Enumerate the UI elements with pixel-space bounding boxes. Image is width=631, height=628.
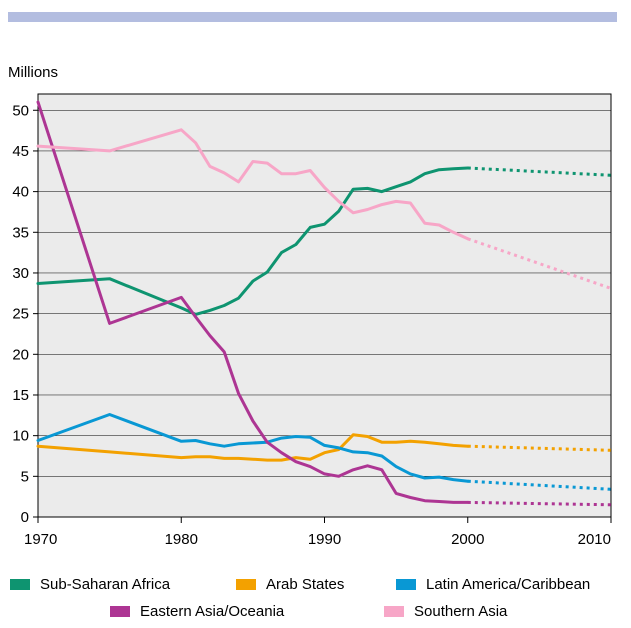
series-line-latin-america-caribbean [36,413,470,483]
legend-label: Sub-Saharan Africa [40,576,171,593]
x-tick-label: 1990 [308,531,341,548]
legend-label: Eastern Asia/Oceania [140,603,285,620]
y-tick-label: 15 [12,387,29,404]
legend-swatch [110,606,130,617]
y-tick-label: 30 [12,265,29,282]
legend-swatch [236,579,256,590]
legend-swatch [384,606,404,617]
series-projection-eastern-asia-oceania [467,500,612,507]
legend-item-sub-saharan-africa: Sub-Saharan Africa [10,576,170,593]
x-tick-label: 2010 [578,531,611,548]
y-tick-label: 20 [12,346,29,363]
y-tick-label: 40 [12,184,29,201]
series-projection-latin-america-caribbean [467,479,612,491]
x-tick-label: 1970 [24,531,57,548]
y-tick-label: 50 [12,102,29,119]
legend-swatch [396,579,416,590]
y-tick-label: 25 [12,306,29,323]
legend-label: Latin America/Caribbean [426,576,591,593]
y-tick-label: 10 [12,428,29,445]
series-line-arab-states [36,433,470,462]
series-line-sub-saharan-africa [36,166,470,316]
legend-swatch [10,579,30,590]
legend-item-latin-america-caribbean: Latin America/Caribbean [396,576,590,593]
y-tick-label: 0 [21,509,29,526]
x-tick-label: 1980 [165,531,198,548]
y-tick-label: 45 [12,143,29,160]
x-tick-label: 2000 [451,531,484,548]
legend-item-southern-asia: Southern Asia [384,603,507,620]
y-tick-label: 35 [12,224,29,241]
legend-item-arab-states: Arab States [236,576,344,593]
series-line-southern-asia [36,128,470,241]
y-axis-unit-label: Millions [8,64,59,81]
series-projection-arab-states [467,444,612,452]
legend-item-eastern-asia-oceania: Eastern Asia/Oceania [110,603,284,620]
legend-label: Southern Asia [414,603,508,620]
legend-label: Arab States [266,576,345,593]
series-projection-sub-saharan-africa [467,166,612,177]
y-tick-label: 5 [21,468,29,485]
series-line-eastern-asia-oceania [36,100,470,504]
series-projection-southern-asia [467,237,612,290]
header-bar [8,12,617,22]
